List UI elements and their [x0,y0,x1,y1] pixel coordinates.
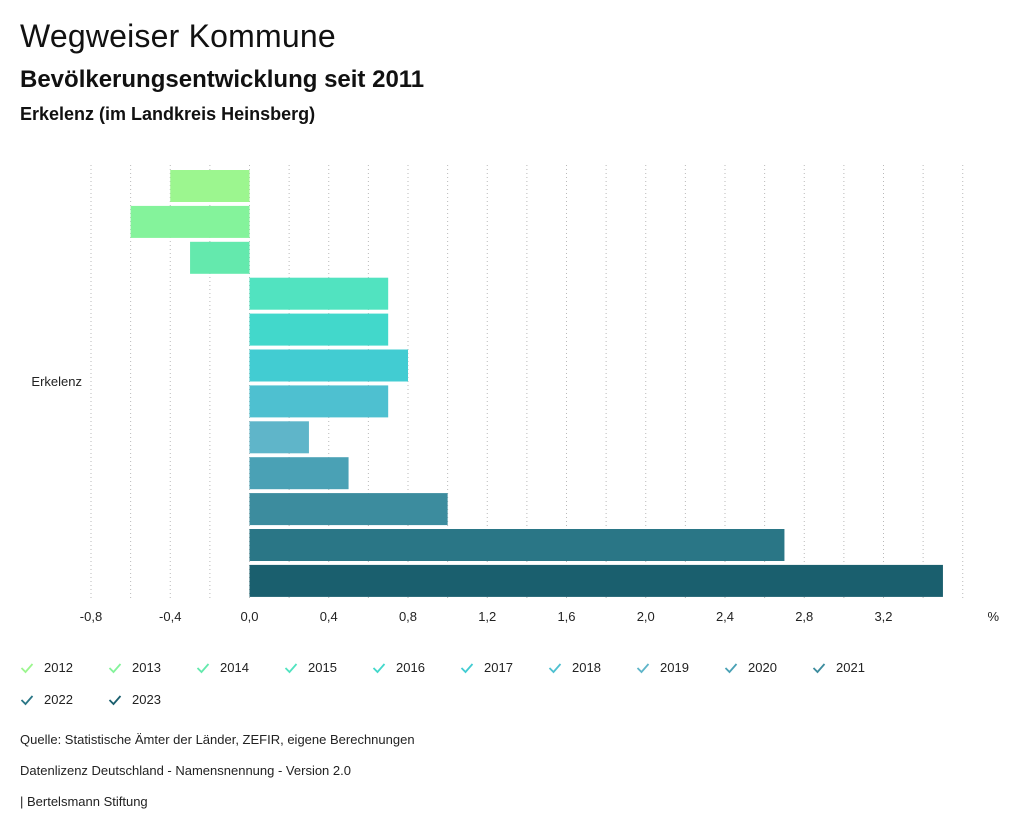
legend-item-2023[interactable]: 2023 [108,692,161,707]
chart-bars [130,170,943,597]
check-icon [108,662,122,673]
check-icon [636,662,650,673]
legend-item-2016[interactable]: 2016 [372,660,425,675]
legend-label: 2023 [132,692,161,707]
legend-item-2012[interactable]: 2012 [20,660,73,675]
check-icon [548,662,562,673]
bar-chart: -0,8 -0,4 0,0 0,4 0,8 1,2 1,6 2,0 2,4 2,8 3,2 Erke… [31,165,999,624]
bar-2016[interactable] [249,313,389,346]
page-title: Wegweiser Kommune [20,18,336,54]
check-icon [460,662,474,673]
x-tick-label: -0,8 [80,609,102,624]
check-icon [284,662,298,673]
x-tick-label: -0,4 [159,609,181,624]
chart-subtitle: Bevölkerungsentwicklung seit 2011 [20,66,425,93]
check-icon [724,662,738,673]
legend-item-2021[interactable]: 2021 [812,660,865,675]
legend-item-2022[interactable]: 2022 [20,692,73,707]
category-label: Erkelenz [31,374,82,389]
x-tick-label: 2,4 [716,609,734,624]
x-tick-label: 0,8 [399,609,417,624]
bar-2015[interactable] [249,277,389,310]
legend-label: 2016 [396,660,425,675]
legend-item-2015[interactable]: 2015 [284,660,337,675]
bar-2014[interactable] [190,241,250,274]
legend-item-2013[interactable]: 2013 [108,660,161,675]
x-tick-label: 2,8 [795,609,813,624]
bar-2018[interactable] [249,385,389,418]
x-tick-label: 1,2 [478,609,496,624]
legend-item-2019[interactable]: 2019 [636,660,689,675]
legend-label: 2014 [220,660,249,675]
check-icon [372,662,386,673]
axis-unit-label: % [987,609,999,624]
bar-2017[interactable] [249,349,409,382]
region-label: Erkelenz (im Landkreis Heinsberg) [20,104,316,124]
legend-label: 2013 [132,660,161,675]
source-note: Quelle: Statistische Ämter der Länder, Z… [20,732,415,747]
check-icon [196,662,210,673]
legend-label: 2019 [660,660,689,675]
x-tick-label: 2,0 [637,609,655,624]
x-tick-label: 0,0 [240,609,258,624]
chart-x-axis: -0,8 -0,4 0,0 0,4 0,8 1,2 1,6 2,0 2,4 2,8 3,2 [80,609,893,624]
publisher-note: | Bertelsmann Stiftung [20,794,148,809]
legend-item-2014[interactable]: 2014 [196,660,249,675]
bar-2020[interactable] [249,457,349,490]
legend-label: 2020 [748,660,777,675]
legend-label: 2021 [836,660,865,675]
legend-label: 2015 [308,660,337,675]
legend-item-2020[interactable]: 2020 [724,660,777,675]
check-icon [108,694,122,705]
x-tick-label: 3,2 [874,609,892,624]
bar-2019[interactable] [249,421,309,454]
bar-2013[interactable] [130,205,250,238]
legend-label: 2017 [484,660,513,675]
bar-2022[interactable] [249,529,785,561]
check-icon [812,662,826,673]
legend-label: 2018 [572,660,601,675]
legend-item-2017[interactable]: 2017 [460,660,513,675]
check-icon [20,694,34,705]
x-tick-label: 0,4 [320,609,338,624]
bar-2012[interactable] [170,170,250,202]
x-tick-label: 1,6 [557,609,575,624]
legend-label: 2012 [44,660,73,675]
legend-label: 2022 [44,692,73,707]
bar-2023[interactable] [249,564,943,597]
bar-2021[interactable] [249,493,448,526]
legend-item-2018[interactable]: 2018 [548,660,601,675]
check-icon [20,662,34,673]
license-note: Datenlizenz Deutschland - Namensnennung … [20,763,351,778]
